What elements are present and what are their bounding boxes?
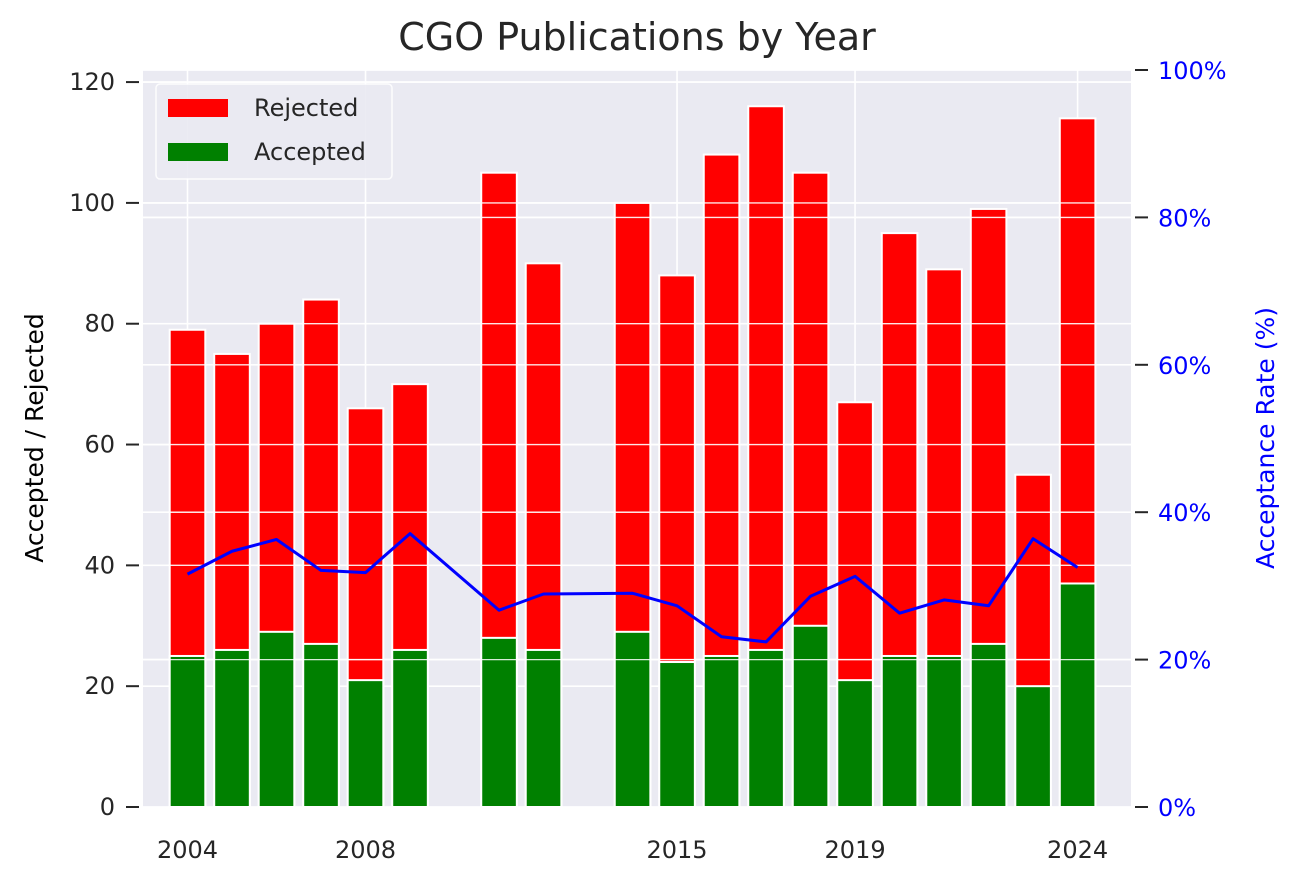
bar-accepted-2006 [257, 630, 296, 808]
y-right-tick-label-20%: 20% [1158, 647, 1211, 675]
y-axis-label-right: Acceptance Rate (%) [1251, 307, 1280, 569]
y-tick-label-100: 100 [69, 189, 115, 217]
chart-title: CGO Publications by Year [398, 15, 876, 59]
bar-accepted-2020 [880, 654, 919, 808]
bar-accepted-2015 [658, 661, 696, 809]
y-right-tick-label-100%: 100% [1158, 57, 1227, 85]
bar-accepted-2011 [480, 636, 518, 809]
bar-accepted-2022 [969, 642, 1008, 808]
legend-swatch-accepted [168, 143, 228, 161]
y-right-tick-label-60%: 60% [1158, 352, 1211, 380]
bar-accepted-2023 [1014, 685, 1052, 808]
y-tick-label-120: 120 [69, 68, 115, 96]
bar-accepted-2014 [613, 630, 652, 808]
legend-swatch-rejected [168, 99, 228, 117]
bar-accepted-2018 [791, 624, 830, 809]
bar-accepted-2024 [1058, 582, 1097, 808]
legend-label-accepted: Accepted [254, 138, 366, 166]
bar-accepted-2012 [524, 648, 563, 809]
y-right-tick-label-40%: 40% [1158, 499, 1211, 527]
y-right-tick-label-80%: 80% [1158, 204, 1211, 232]
bar-accepted-2017 [747, 648, 785, 809]
x-tick-label-2024: 2024 [1047, 836, 1108, 864]
bar-accepted-2019 [836, 679, 874, 808]
axes: 0 20 40 60 80 100 120 2004 2008 2015 2019 2024 0% 20%… [69, 57, 1226, 864]
y-tick-label-40: 40 [84, 551, 115, 579]
bar-accepted-2005 [213, 648, 251, 809]
x-tick-label-2019: 2019 [825, 836, 886, 864]
legend-label-rejected: Rejected [254, 94, 358, 122]
y-tick-label-80: 80 [84, 310, 115, 338]
bar-accepted-2004 [168, 654, 207, 808]
x-tick-label-2015: 2015 [647, 836, 708, 864]
bar-accepted-2009 [391, 648, 429, 809]
bars [143, 69, 1131, 809]
x-tick-label-2004: 2004 [157, 836, 218, 864]
bar-accepted-2007 [302, 642, 340, 808]
bar-accepted-2021 [925, 654, 963, 808]
rate-line-layer [186, 532, 1079, 644]
y-tick-label-0: 0 [100, 793, 115, 821]
y-axis-label-left: Accepted / Rejected [20, 313, 49, 563]
bar-accepted-2008 [346, 679, 385, 808]
y-tick-label-60: 60 [84, 431, 115, 459]
bar-accepted-2016 [702, 654, 741, 808]
legend: Rejected Accepted [155, 83, 393, 180]
y-tick-label-20: 20 [84, 672, 115, 700]
x-tick-label-2008: 2008 [335, 836, 396, 864]
y-right-tick-label-0%: 0% [1158, 794, 1196, 822]
